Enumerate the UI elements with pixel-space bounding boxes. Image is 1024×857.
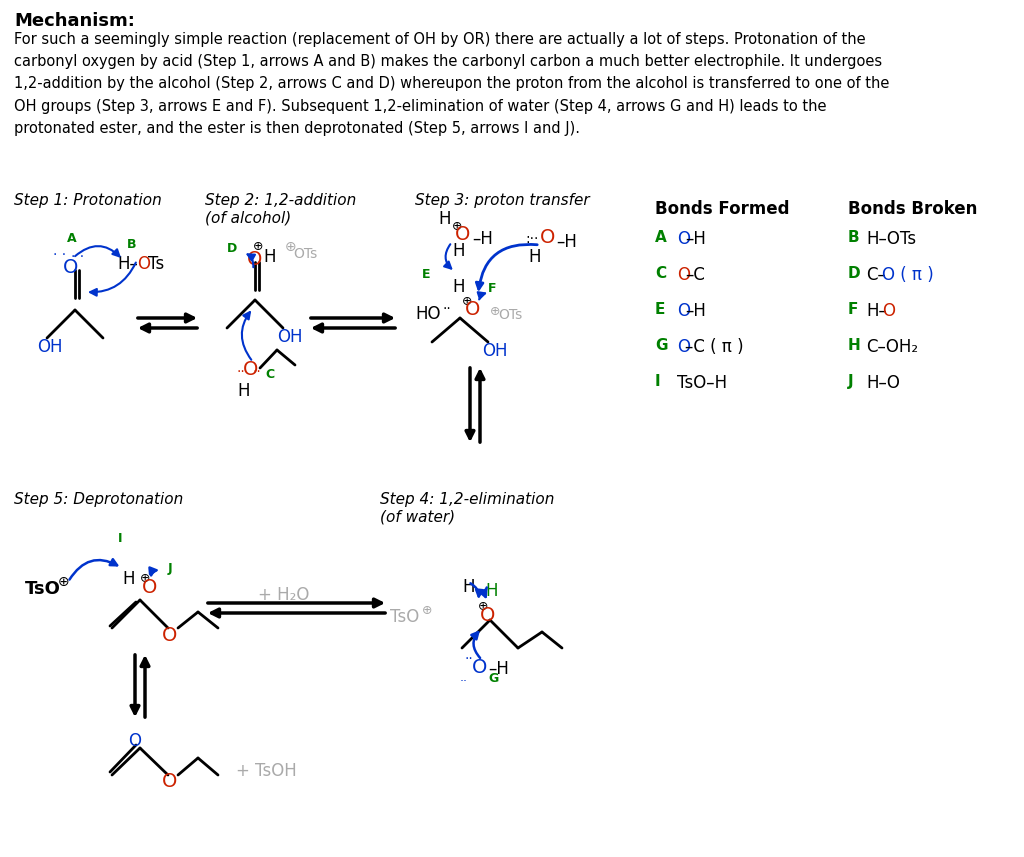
Text: OH: OH	[37, 338, 62, 356]
Text: ⊕: ⊕	[452, 220, 463, 233]
Text: O: O	[162, 626, 177, 645]
Text: C: C	[655, 266, 667, 281]
Text: J: J	[848, 374, 854, 389]
Text: H: H	[528, 248, 541, 266]
Text: TsO: TsO	[390, 608, 419, 626]
Text: OH: OH	[482, 342, 508, 360]
Text: O: O	[455, 225, 470, 244]
Text: O: O	[472, 658, 487, 677]
Text: Step 3: proton transfer: Step 3: proton transfer	[415, 193, 590, 208]
Text: O: O	[480, 606, 496, 625]
Text: B: B	[127, 238, 136, 251]
Text: O: O	[677, 338, 690, 356]
Text: H–: H–	[866, 302, 887, 320]
Text: H–OTs: H–OTs	[866, 230, 916, 248]
Text: ⊕: ⊕	[422, 604, 432, 617]
Text: +: +	[234, 762, 249, 780]
Text: D: D	[848, 266, 860, 281]
Text: O: O	[465, 300, 480, 319]
Text: ··: ··	[253, 365, 262, 379]
Text: + H₂O: + H₂O	[258, 586, 309, 604]
Text: H: H	[237, 382, 250, 400]
Text: H–: H–	[117, 255, 138, 273]
Text: –C: –C	[685, 266, 705, 284]
Text: J: J	[168, 562, 173, 575]
Text: ⊕: ⊕	[462, 295, 472, 308]
Text: O: O	[883, 302, 895, 320]
Text: O: O	[128, 732, 141, 750]
Text: O: O	[162, 772, 177, 791]
Text: O: O	[677, 230, 690, 248]
Text: H: H	[263, 248, 275, 266]
Text: ⊕: ⊕	[58, 575, 70, 589]
Text: OTs: OTs	[293, 247, 317, 261]
Text: H: H	[452, 278, 465, 296]
Text: O: O	[677, 302, 690, 320]
Text: O: O	[677, 266, 690, 284]
Text: HO: HO	[415, 305, 440, 323]
Text: Mechanism:: Mechanism:	[14, 12, 135, 30]
Text: Ts: Ts	[148, 255, 164, 273]
Text: D: D	[227, 242, 238, 255]
Text: –H: –H	[472, 230, 493, 248]
Text: H–O: H–O	[866, 374, 900, 392]
Text: H: H	[122, 570, 134, 588]
Text: –H: –H	[685, 302, 706, 320]
Text: Bonds Broken: Bonds Broken	[848, 200, 977, 218]
Text: O: O	[540, 228, 555, 247]
Text: Step 5: Deprotonation: Step 5: Deprotonation	[14, 492, 183, 507]
Text: H: H	[485, 582, 498, 600]
Text: TsO–H: TsO–H	[677, 374, 727, 392]
Text: –C ( π ): –C ( π )	[685, 338, 743, 356]
Text: H: H	[462, 578, 474, 596]
Text: For such a seemingly simple reaction (replacement of OH by OR) there are actuall: For such a seemingly simple reaction (re…	[14, 32, 890, 135]
Text: OTs: OTs	[498, 308, 522, 322]
Text: G: G	[655, 338, 668, 353]
Text: · ·: · ·	[53, 248, 67, 262]
Text: ⊕: ⊕	[478, 600, 488, 613]
Text: C–OH₂: C–OH₂	[866, 338, 919, 356]
Text: Bonds Formed: Bonds Formed	[655, 200, 790, 218]
Text: ⊕: ⊕	[285, 240, 297, 254]
Text: G: G	[488, 672, 499, 685]
Text: –H: –H	[488, 660, 509, 678]
Text: OH: OH	[278, 328, 302, 346]
Text: O: O	[247, 250, 262, 269]
Text: C–: C–	[866, 266, 886, 284]
Text: ⊕: ⊕	[253, 240, 263, 253]
Text: E: E	[422, 268, 430, 281]
Text: ··: ··	[442, 302, 451, 316]
Text: A: A	[655, 230, 667, 245]
Text: –H: –H	[556, 233, 577, 251]
Text: O ( π ): O ( π )	[883, 266, 934, 284]
Text: –H: –H	[685, 230, 706, 248]
Text: · ·: · ·	[71, 250, 84, 264]
Text: ⊕: ⊕	[140, 572, 151, 585]
Text: F: F	[488, 282, 497, 295]
Text: H: H	[438, 210, 451, 228]
Text: F: F	[848, 302, 858, 317]
Text: TsO: TsO	[25, 580, 60, 598]
Text: B: B	[848, 230, 859, 245]
Text: E: E	[655, 302, 666, 317]
Text: Step 4: 1,2-elimination
(of water): Step 4: 1,2-elimination (of water)	[380, 492, 554, 524]
Text: ··: ··	[460, 675, 468, 688]
Text: H: H	[452, 242, 465, 260]
Text: O: O	[243, 360, 258, 379]
Text: TsOH: TsOH	[255, 762, 297, 780]
Text: A: A	[67, 232, 77, 245]
Text: ⊕: ⊕	[490, 305, 501, 318]
Text: H: H	[848, 338, 861, 353]
Text: Step 1: Protonation: Step 1: Protonation	[14, 193, 162, 208]
Text: C: C	[265, 368, 274, 381]
Text: Step 2: 1,2-addition
(of alcohol): Step 2: 1,2-addition (of alcohol)	[205, 193, 356, 225]
Text: O: O	[137, 255, 150, 273]
Text: I: I	[655, 374, 660, 389]
Text: O: O	[63, 258, 79, 277]
Text: ··: ··	[465, 652, 474, 666]
Text: :··: :··	[525, 232, 539, 246]
Text: I: I	[118, 532, 123, 545]
Text: ··: ··	[237, 365, 246, 379]
Text: O: O	[142, 578, 158, 597]
